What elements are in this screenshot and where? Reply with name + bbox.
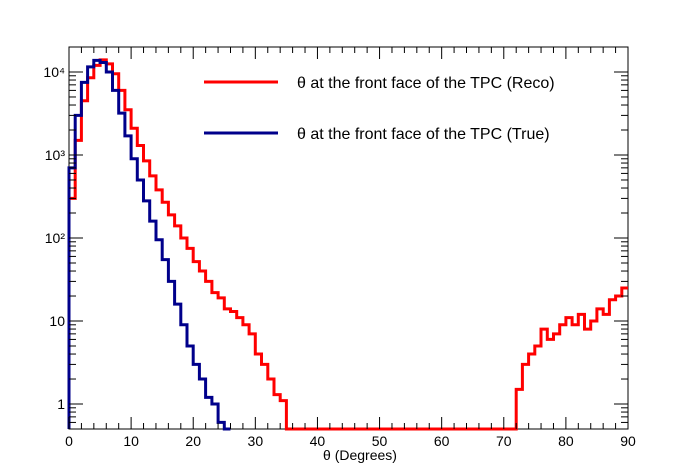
x-tick-label: 50: [372, 433, 388, 449]
x-tick-label: 30: [248, 433, 264, 449]
x-axis-label: θ (Degrees): [323, 447, 397, 463]
x-tick-label: 10: [123, 433, 139, 449]
x-tick-label: 40: [310, 433, 326, 449]
x-tick-label: 70: [496, 433, 512, 449]
y-tick-label: 1: [57, 396, 65, 412]
x-tick-label: 60: [434, 433, 450, 449]
x-tick-label: 0: [65, 433, 73, 449]
y-tick-label: 10²: [45, 230, 66, 246]
x-tick-label: 20: [185, 433, 201, 449]
legend-label-1: θ at the front face of the TPC (True): [297, 126, 550, 143]
legend: θ at the front face of the TPC (Reco) θ a…: [204, 75, 555, 143]
series-line-1: [67, 58, 231, 431]
axes: 0 10 20 30 40 50 60 70 80 90 1 10 10² 10³ 10⁴: [43, 46, 636, 449]
y-tick-label: 10⁴: [43, 64, 65, 80]
legend-label-0: θ at the front face of the TPC (Reco): [297, 75, 555, 92]
y-tick-label: 10³: [45, 147, 66, 163]
y-tick-label: 10: [49, 313, 65, 329]
x-tick-label: 80: [558, 433, 574, 449]
x-tick-label: 90: [620, 433, 636, 449]
